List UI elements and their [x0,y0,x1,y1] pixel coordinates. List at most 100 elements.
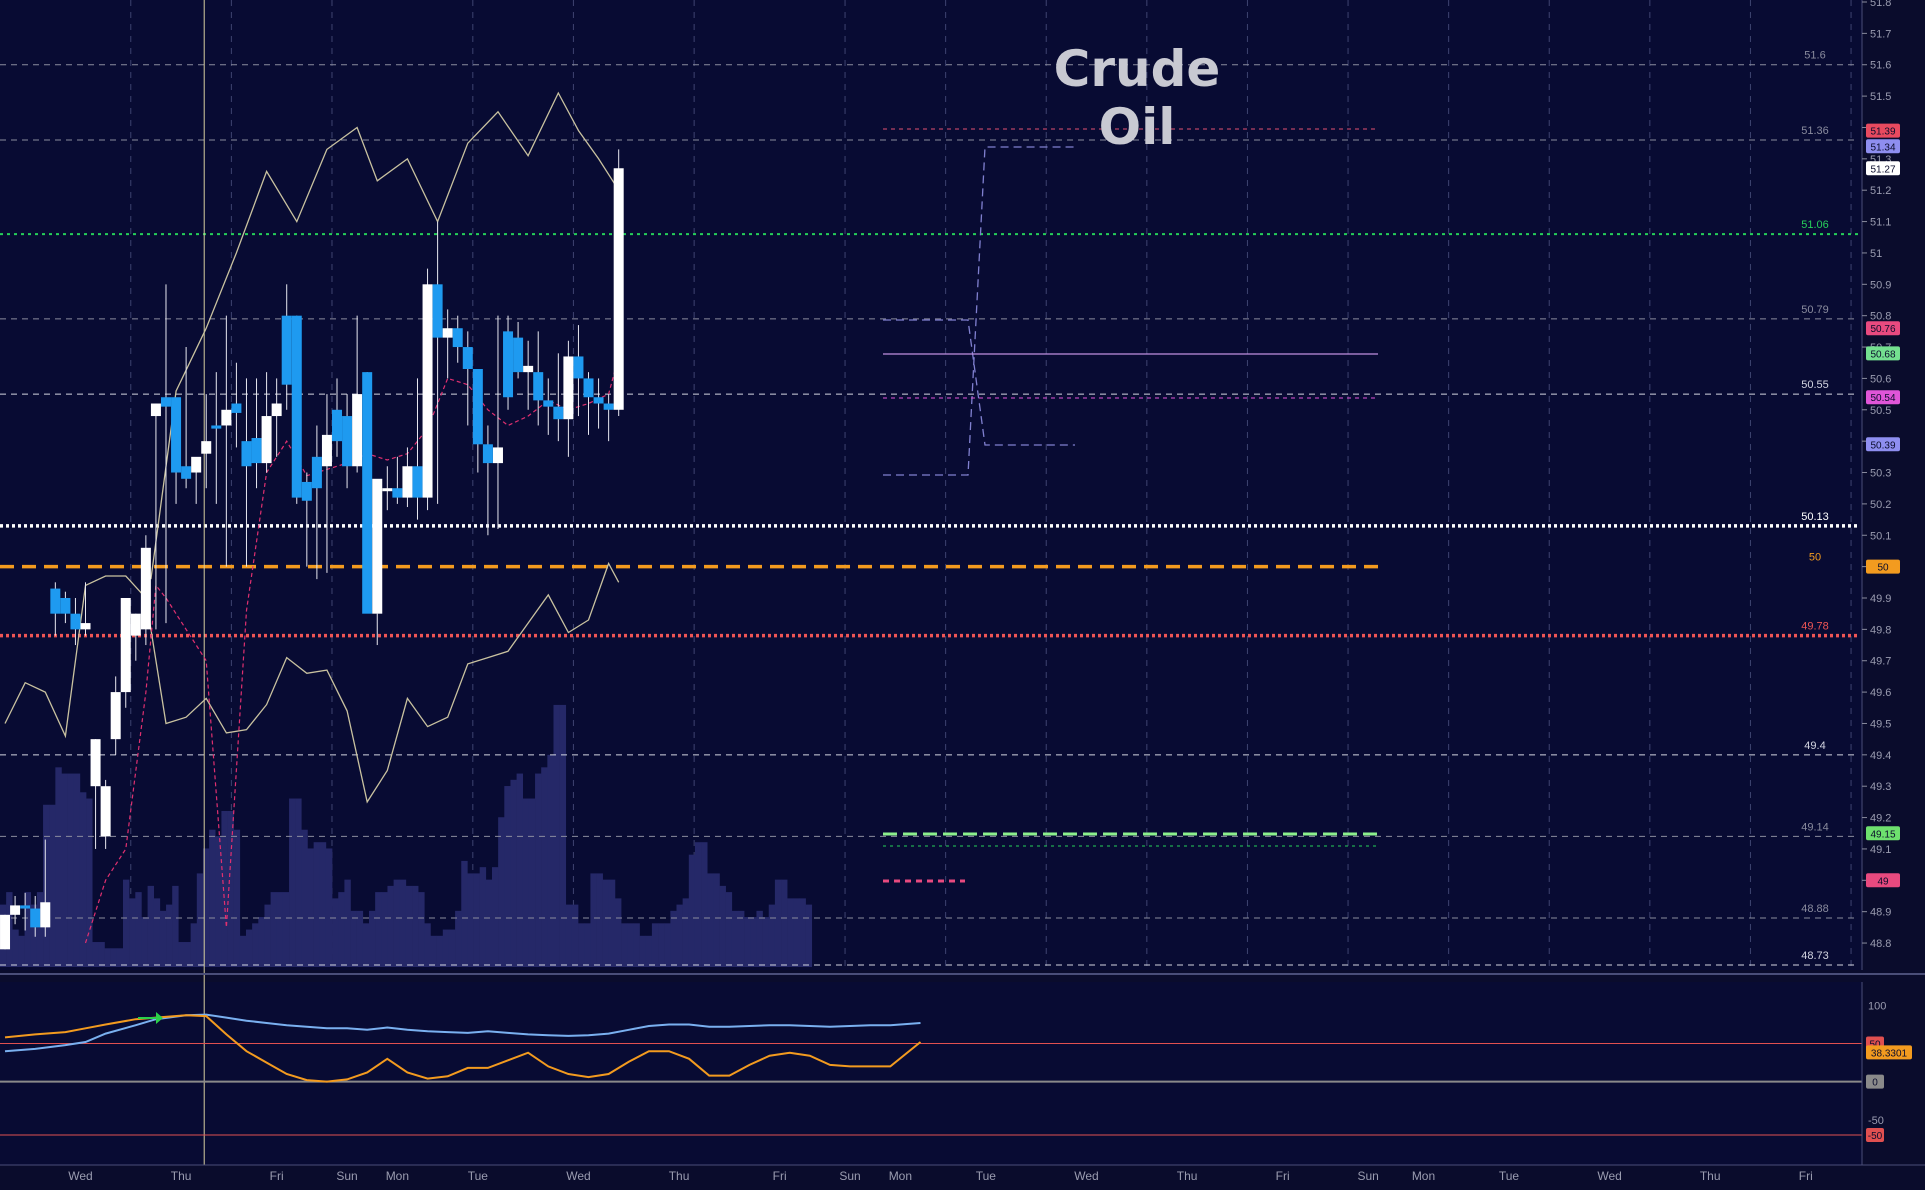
volume-bar [738,910,745,967]
candle-body [362,372,373,614]
volume-bar [252,923,259,967]
candle-body [332,409,343,442]
candle-body [201,441,212,454]
volume-bar [448,929,456,967]
candle-body [352,394,363,467]
oscillator-badge-label: 50 [1869,1040,1881,1051]
volume-bar [504,786,511,967]
volume-bar [55,767,62,967]
candle-body [160,397,171,407]
price-level-label: 49.14 [1801,821,1829,833]
price-tick-label: 51.1 [1870,217,1891,229]
price-tick-label: 49.3 [1870,781,1891,793]
price-pane [0,0,1862,970]
volume-bar [153,898,161,967]
volume-bar [399,879,407,967]
volume-bar [719,885,726,967]
candle-body [573,356,584,379]
volume-bar [418,892,425,967]
candle-body [261,416,272,464]
candle-body [10,905,21,915]
volume-bar [289,798,296,967]
price-level-label: 50.55 [1801,379,1829,391]
volume-bar [793,898,800,967]
volume-bar [750,917,757,967]
volume-bar [608,879,616,967]
time-axis-label: Thu [1700,1169,1721,1183]
price-badge-label: 49.15 [1870,829,1895,840]
price-badge-label: 50.76 [1870,324,1895,335]
oscillator-fast-line [4,1014,922,1083]
time-axis-label: Wed [1074,1169,1098,1183]
price-badge [1866,873,1900,888]
candle-body [523,365,534,373]
candle-body [392,488,403,498]
candle-body [30,908,41,928]
price-tick-label: 49.6 [1870,687,1891,699]
candle-body [432,284,443,338]
volume-bar [196,873,204,967]
volume-bar [116,948,124,967]
volume-bar [633,923,640,967]
volume-bar [799,898,806,967]
volume-bar [209,829,216,967]
candle-body [372,478,383,614]
candle-body [281,315,292,385]
volume-bar [485,879,493,967]
price-tick-label: 50.9 [1870,279,1891,291]
oscillator-badge-label: -50 [1868,1131,1883,1142]
volume-bar [18,935,25,967]
volume-bar [707,873,714,967]
volume-bar [694,842,702,967]
volume-bar [467,873,474,967]
volume-bar [387,885,394,967]
volume-bar [307,848,314,967]
price-level-label: 48.88 [1801,903,1829,915]
volume-bar [547,754,554,967]
volume-bar [584,923,591,967]
volume-bar [92,942,99,967]
volume-bar [295,798,302,967]
volume-bar [61,773,68,967]
oscillator-badge-label: 0 [1872,1078,1878,1089]
candle-body [140,547,151,630]
price-badge-label: 49 [1877,876,1889,887]
price-level-label: 49.4 [1804,740,1825,752]
price-tick-label: 50.5 [1870,405,1891,417]
price-level-label: 51.6 [1804,50,1825,62]
price-badge-label: 51.39 [1870,127,1895,138]
candle-body [513,337,524,373]
projection-line [883,146,1075,476]
time-axis-label: Mon [1412,1169,1435,1183]
candle-body [181,466,192,479]
time-axis-label: Sun [1357,1169,1378,1183]
volume-bar [461,860,468,967]
candle-body [583,378,594,398]
price-tick-label: 49.5 [1870,718,1891,730]
time-axis-label: Tue [468,1169,489,1183]
volume-bar [528,798,536,967]
candle-body [442,328,453,338]
volume-bar [369,910,376,967]
volume-bar [110,948,118,967]
volume-bar [479,867,487,967]
volume-bar [239,935,247,967]
price-badge [1866,123,1900,138]
price-tick-label: 51 [1870,248,1882,260]
volume-bar [590,873,597,967]
volume-bar [651,923,659,967]
volume-bar [535,773,542,967]
time-axis-label: Sun [336,1169,357,1183]
oscillator-badge [1866,1074,1884,1089]
volume-bar [178,942,185,967]
volume-bar [473,873,480,967]
volume-bar [276,892,284,967]
price-badge [1866,321,1900,336]
volume-bar [282,892,290,967]
volume-bar [264,904,271,967]
price-tick-label: 50.1 [1870,530,1891,542]
price-level-label: 51.06 [1801,219,1829,231]
price-badge [1866,161,1900,176]
volume-bar [670,910,677,967]
candle-body [553,406,564,420]
